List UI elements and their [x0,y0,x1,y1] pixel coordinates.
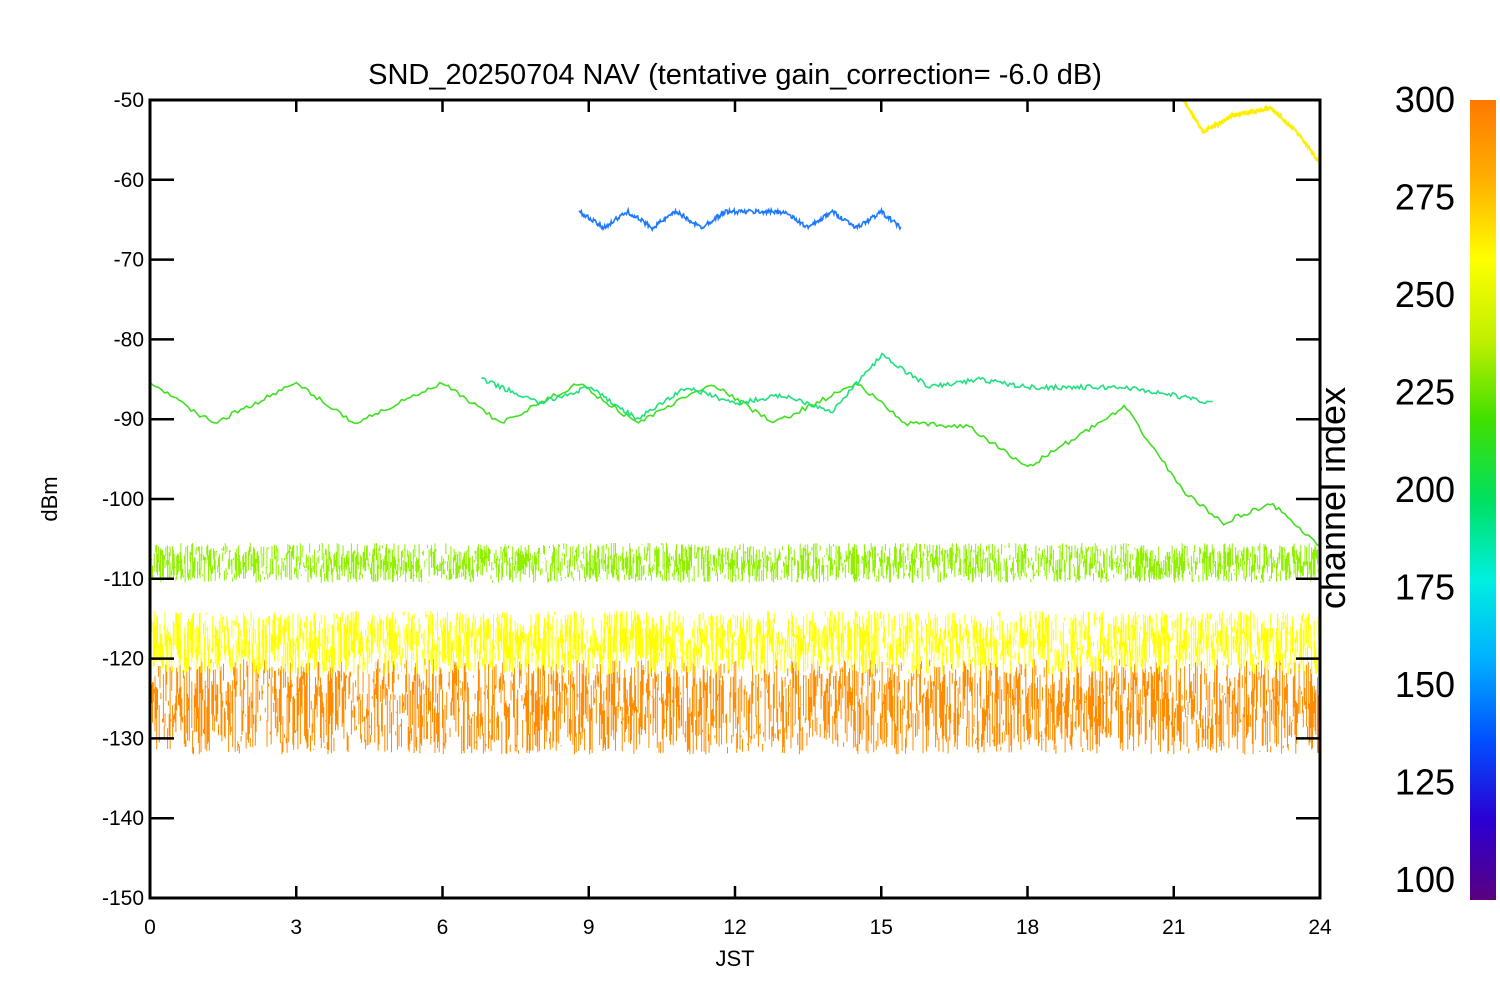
x-tick-label: 3 [290,916,302,939]
series-2-band [150,542,1320,583]
y-tick-label: -120 [102,648,144,671]
colorbar-tick-label: 100 [1395,859,1455,900]
x-tick-label: 9 [583,916,595,939]
series-0-band [150,658,1320,755]
y-tick-label: -130 [102,727,144,750]
x-axis-label: JST [715,946,754,971]
y-tick-label: -60 [114,169,144,192]
colorbar-tick-label: 125 [1395,762,1455,803]
colorbar-ticks: 300 275 250 225 200 175 150 125 100 [1395,79,1455,900]
x-tick-label: 24 [1308,916,1332,939]
colorbar-tick-label: 225 [1395,372,1455,413]
y-tick-label: -100 [102,488,144,511]
series-1-band [150,610,1320,675]
x-tick-label: 18 [1016,916,1039,939]
colorbar [1470,100,1496,900]
y-axis-label: dBm [37,476,62,521]
y-tick-label: -150 [102,887,144,910]
series-4-line [481,352,1213,422]
y-tick-label: -110 [104,568,144,591]
y-axis: -50 -60 -70 -80 -90 -100 -110 -120 -130 -140 -150 [102,89,1320,910]
y-tick-label: -50 [114,89,144,112]
plot-frame [148,98,1322,900]
colorbar-tick-label: 175 [1395,567,1455,608]
y-tick-label: -140 [102,807,144,830]
data-traces [150,100,1320,755]
y-tick-label: -80 [114,328,144,351]
y-tick-label: -70 [114,249,144,272]
colorbar-tick-label: 200 [1395,469,1455,510]
x-axis: 0 3 6 9 12 15 18 21 24 [144,100,1332,939]
y-tick-label: -90 [114,408,144,431]
series-5-line [578,206,902,233]
series-3-line [150,381,1320,546]
x-tick-label: 12 [723,916,746,939]
x-tick-label: 15 [870,916,893,939]
x-tick-label: 0 [144,916,156,939]
series-6-line [1182,100,1320,167]
colorbar-tick-label: 275 [1395,177,1455,218]
x-tick-label: 6 [437,916,449,939]
colorbar-tick-label: 250 [1395,274,1455,315]
chart-title: SND_20250704 NAV (tentative gain_correct… [368,59,1102,91]
colorbar-tick-label: 300 [1395,79,1455,120]
colorbar-tick-label: 150 [1395,664,1455,705]
x-tick-label: 21 [1162,916,1185,939]
colorbar-label: channel index [1312,387,1353,609]
